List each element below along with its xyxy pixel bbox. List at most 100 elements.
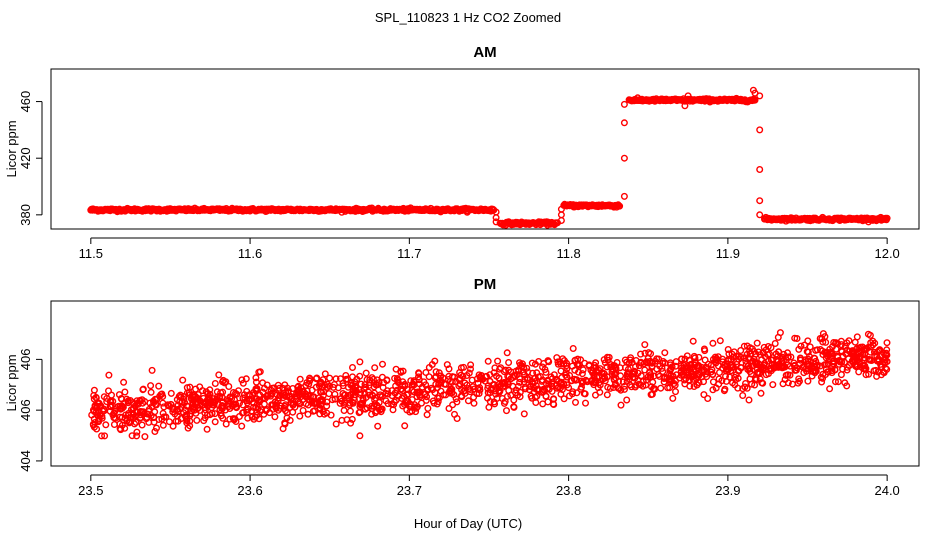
pm-data-point [221,406,229,414]
pm-data-point [516,378,524,386]
pm-data-point [255,368,263,376]
pm-data-point [566,392,574,400]
pm-data-point [104,387,112,395]
am-y-tick-label: 460 [18,91,33,113]
figure-xlabel: Hour of Day (UTC) [414,516,522,531]
pm-data-point [168,404,176,412]
pm-data-point [289,385,297,393]
am-ylabel: Licor ppm [4,120,19,177]
pm-data-point [239,379,247,387]
pm-data-point [864,330,872,338]
pm-data-point [198,387,206,395]
pm-data-point [136,397,144,405]
pm-data-point [384,400,392,408]
pm-data-point [295,382,303,390]
pm-data-point [103,394,111,402]
pm-data-point [334,384,342,392]
pm-data-point [203,396,211,404]
pm-data-point [425,364,433,372]
pm-data-point [724,346,732,354]
pm-data-point [261,384,269,392]
pm-data-point [362,394,370,402]
pm-data-point [215,393,223,401]
am-data-point [492,218,500,226]
pm-data-point [843,382,851,390]
pm-data-point [296,412,304,420]
pm-data-point [98,432,106,440]
pm-data-point [708,366,716,374]
pm-data-point [204,402,212,410]
pm-data-point [121,388,129,396]
pm-data-point [669,394,677,402]
pm-data-point [138,421,146,429]
pm-data-point [422,396,430,404]
pm-data-point [378,373,386,381]
pm-data-point [162,413,170,421]
pm-data-point [106,403,114,411]
pm-data-point [845,337,853,345]
pm-data-point [484,357,492,365]
pm-data-point [423,393,431,401]
pm-data-point [260,400,268,408]
am-data-point [756,126,764,134]
pm-data-point [804,337,812,345]
pm-data-point [590,379,598,387]
pm-data-point [757,389,765,397]
pm-data-point [617,401,625,409]
pm-data-point [432,373,440,381]
pm-data-point [434,398,442,406]
pm-data-point [583,377,591,385]
am-data-point [751,89,759,97]
pm-data-point [520,410,528,418]
pm-data-point [252,374,260,382]
pm-data-point [810,362,818,370]
pm-data-point [340,407,348,415]
pm-data-point [416,388,424,396]
pm-data-point [222,420,230,428]
pm-data-point [750,348,758,356]
pm-data-point [456,381,464,389]
pm-data-point [542,393,550,401]
pm-data-point [661,373,669,381]
pm-data-point [704,395,712,403]
pm-data-point [690,372,698,380]
pm-data-point [871,339,879,347]
pm-data-point [644,373,652,381]
pm-data-point [378,392,386,400]
pm-data-point [533,369,541,377]
pm-data-point [743,384,751,392]
pm-data-point [263,406,271,414]
pm-data-point [152,424,160,432]
pm-data-point [737,353,745,361]
pm-data-point [124,399,132,407]
pm-data-point [569,345,577,353]
pm-data-point [801,341,809,349]
pm-data-point [563,362,571,370]
pm-data-point [677,367,685,375]
pm-data-point [883,358,891,366]
pm-data-point [725,355,733,363]
pm-data-point [579,366,587,374]
am-data-point [557,211,565,219]
pm-data-point [366,376,374,384]
am-data-point [751,96,759,104]
pm-data-point [252,378,260,386]
pm-data-point [249,403,257,411]
pm-data-point [605,353,613,361]
pm-data-point [432,380,440,388]
pm-data-point [128,432,136,440]
pm-data-point [169,422,177,430]
pm-data-point [637,350,645,358]
am-data-point [684,92,692,100]
pm-data-point [276,404,284,412]
pm-data-point [296,375,304,383]
pm-points [88,329,891,441]
pm-data-point [308,399,316,407]
pm-data-point [735,367,743,375]
pm-data-point [105,371,113,379]
pm-data-point [274,381,282,389]
pm-data-point [186,422,194,430]
pm-data-point [211,418,219,426]
pm-data-point [740,342,748,350]
pm-data-point [611,381,619,389]
